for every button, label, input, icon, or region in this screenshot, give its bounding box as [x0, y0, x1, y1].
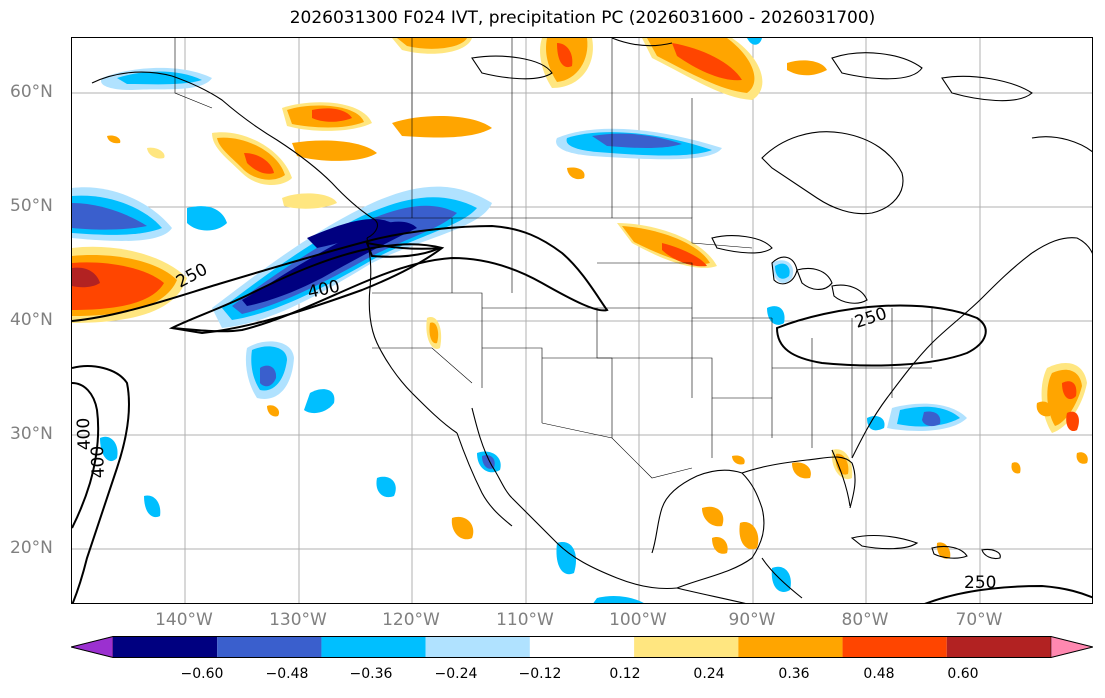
colorbar-tick: −0.24: [434, 666, 478, 682]
colorbar-tick: 0.48: [863, 666, 895, 682]
lat-label-30n: 30°N: [10, 424, 53, 444]
ivt-contours: [72, 224, 1092, 603]
lon-label-90w: 90°W: [728, 610, 776, 630]
lon-label-70w: 70°W: [955, 610, 1003, 630]
lon-label-100w: 100°W: [609, 610, 667, 630]
colorbar-segment: [946, 636, 1051, 658]
lat-label-40n: 40°N: [10, 310, 53, 330]
political-borders: [174, 38, 933, 479]
colorbar-segment: [738, 636, 843, 658]
colorbar-tick: 0.60: [947, 666, 979, 682]
colorbar-segment: [842, 636, 947, 658]
colorbar-segment: [425, 636, 530, 658]
colorbar-tick: 0.12: [609, 666, 641, 682]
contour-label-400-sw-b: 400: [88, 445, 109, 478]
lon-label-110w: 110°W: [496, 610, 554, 630]
colorbar-segment: [217, 636, 322, 658]
lon-label-140w: 140°W: [155, 610, 213, 630]
colorbar: [71, 636, 1093, 658]
colorbar-tick: −0.60: [180, 666, 224, 682]
colorbar-segment: [529, 636, 635, 658]
map-canvas: 250 400 250 400 400 250: [72, 38, 1092, 603]
colorbar-extend-low: [71, 636, 114, 658]
colorbar-tick: 0.24: [693, 666, 725, 682]
map-title: 2026031300 F024 IVT, precipitation PC (2…: [289, 8, 876, 28]
colorbar-tick: −0.48: [265, 666, 309, 682]
lon-label-130w: 130°W: [269, 610, 327, 630]
colorbar-segment: [113, 636, 218, 658]
lat-label-20n: 20°N: [10, 538, 53, 558]
colorbar-tick: 0.36: [778, 666, 810, 682]
precip-shading: [72, 38, 1088, 603]
colorbar-extend-high: [1050, 636, 1093, 658]
colorbar-segment: [634, 636, 739, 658]
lon-label-80w: 80°W: [841, 610, 889, 630]
lat-label-60n: 60°N: [10, 82, 53, 102]
lat-label-50n: 50°N: [10, 196, 53, 216]
contour-label-400-sw-a: 400: [74, 417, 95, 450]
colorbar-segment: [321, 636, 426, 658]
map-panel: 250 400 250 400 400 250: [71, 37, 1093, 604]
colorbar-outline: [71, 636, 1093, 658]
contour-label-250-south: 250: [964, 573, 996, 593]
colorbar-tick: −0.12: [518, 666, 562, 682]
lon-label-120w: 120°W: [382, 610, 440, 630]
colorbar-tick: −0.36: [349, 666, 393, 682]
